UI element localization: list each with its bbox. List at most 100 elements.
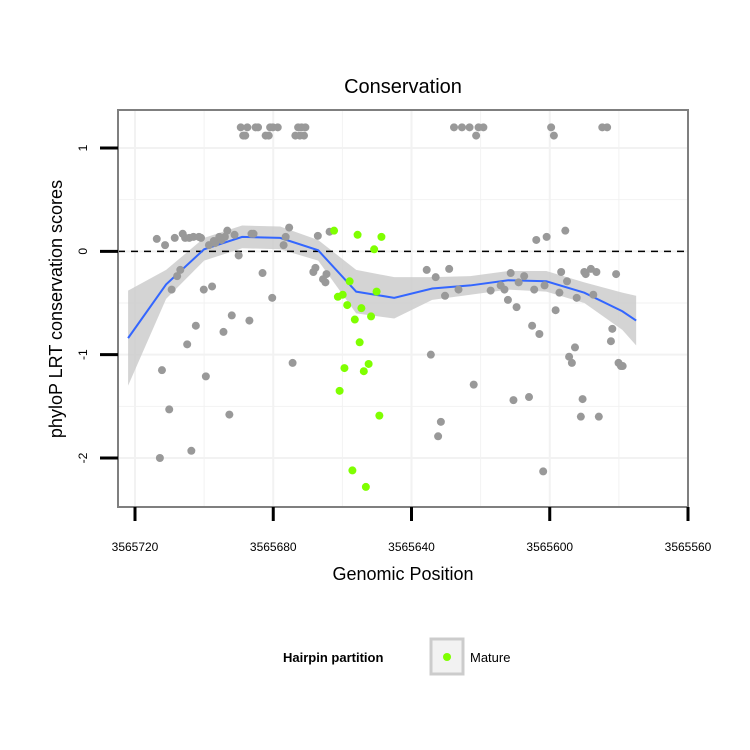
x-tick-label: 3565680 — [250, 540, 297, 554]
point — [173, 272, 182, 281]
point — [434, 432, 443, 441]
point — [431, 273, 440, 282]
x-tick-label: 3565560 — [665, 540, 712, 554]
points-layer — [152, 123, 627, 491]
point — [512, 303, 521, 312]
point — [520, 272, 529, 281]
point — [450, 123, 459, 132]
x-axis: 3565720 3565680 3565640 3565600 3565560 — [112, 507, 712, 554]
point — [157, 366, 166, 375]
point — [594, 412, 603, 421]
point — [549, 131, 558, 140]
point — [525, 393, 534, 402]
y-tick-label: 1 — [76, 144, 90, 151]
point — [165, 405, 174, 414]
point — [279, 241, 288, 250]
point — [227, 311, 236, 320]
point — [542, 232, 551, 241]
point — [254, 123, 263, 132]
point-mature — [375, 411, 384, 420]
point — [612, 270, 621, 279]
point — [301, 123, 310, 132]
point — [300, 131, 309, 140]
point — [225, 410, 234, 419]
point — [249, 229, 258, 238]
point — [208, 282, 217, 291]
point — [454, 285, 463, 294]
point — [245, 316, 254, 325]
point — [465, 123, 474, 132]
x-tick-label: 3565640 — [388, 540, 435, 554]
point — [288, 358, 297, 367]
point — [187, 446, 196, 455]
point — [469, 380, 478, 389]
point — [576, 412, 585, 421]
point-mature — [361, 482, 370, 491]
point — [426, 350, 435, 359]
point — [572, 293, 581, 302]
point — [606, 337, 615, 346]
point — [551, 306, 560, 315]
point — [313, 231, 322, 240]
point — [532, 235, 541, 244]
point — [472, 131, 481, 140]
y-axis: 1 0 -1 -2 — [76, 144, 118, 463]
point — [230, 230, 239, 239]
point-mature — [377, 232, 386, 241]
x-tick-label: 3565600 — [526, 540, 573, 554]
point-mature — [340, 364, 349, 373]
point — [220, 232, 229, 241]
point — [234, 251, 243, 260]
point-mature — [338, 290, 347, 299]
point — [555, 288, 564, 297]
point — [167, 285, 176, 294]
point — [199, 285, 208, 294]
point — [191, 321, 200, 330]
point — [539, 467, 548, 476]
point — [530, 285, 539, 294]
point — [322, 270, 331, 279]
point — [486, 286, 495, 295]
legend: Hairpin partition Mature — [283, 637, 510, 676]
point — [311, 263, 320, 272]
legend-label-mature: Mature — [470, 650, 510, 665]
y-axis-title: phyloP LRT conservation scores — [46, 180, 66, 438]
confidence-band — [128, 225, 637, 386]
point — [197, 233, 206, 242]
point — [236, 123, 245, 132]
chart-title: Conservation — [344, 76, 462, 98]
point — [321, 278, 330, 287]
point-mature — [372, 287, 381, 296]
point — [445, 264, 454, 273]
point — [176, 265, 185, 274]
point-mature — [353, 230, 362, 239]
point — [500, 285, 509, 294]
point — [563, 277, 572, 286]
point — [457, 123, 466, 132]
point-mature — [359, 367, 368, 376]
point — [436, 417, 445, 426]
point-mature — [355, 338, 364, 347]
legend-title: Hairpin partition — [283, 650, 383, 665]
point — [618, 362, 627, 371]
point — [608, 324, 617, 333]
point — [152, 234, 161, 243]
point — [241, 131, 250, 140]
point — [201, 372, 210, 381]
point — [592, 268, 601, 276]
point-mature — [330, 226, 339, 235]
point — [540, 281, 549, 290]
y-tick-label: -2 — [76, 452, 90, 463]
point — [223, 226, 232, 235]
point — [211, 239, 220, 248]
point — [506, 269, 515, 278]
point-mature — [343, 301, 352, 310]
point — [535, 330, 544, 338]
point-mature — [367, 312, 376, 321]
point — [581, 270, 590, 279]
point — [281, 232, 290, 241]
legend-key-mature-dot — [443, 653, 451, 661]
point-mature — [350, 315, 359, 324]
point — [589, 290, 598, 299]
